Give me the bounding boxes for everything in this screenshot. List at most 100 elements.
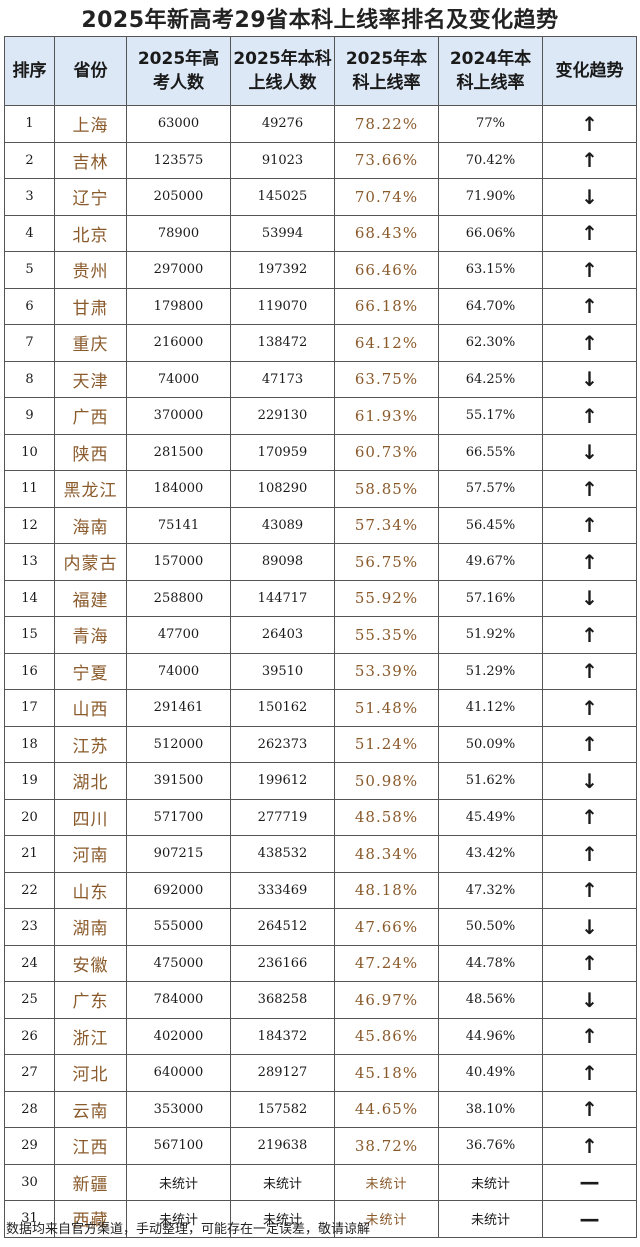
cell-rank: 13 xyxy=(4,543,55,581)
cell-admitted: 438532 xyxy=(230,835,335,873)
cell-rate-2024: 57.16% xyxy=(438,579,543,617)
cell-rate-2024: 38.10% xyxy=(438,1090,543,1128)
cell-trend: ↓ xyxy=(542,762,637,800)
header-examinees-line2: 考人数 xyxy=(153,73,204,93)
cell-rate-2025: 55.35% xyxy=(334,616,439,654)
cell-rate-2024: 71.90% xyxy=(438,178,543,216)
cell-rate-2024: 64.70% xyxy=(438,287,543,325)
table-row: 17 山西 291461 150162 51.48% 41.12% ↑ xyxy=(4,689,637,727)
table-row: 14 福建 258800 144717 55.92% 57.16% ↓ xyxy=(4,579,637,617)
cell-rank: 2 xyxy=(4,141,55,179)
cell-examinees: 555000 xyxy=(126,908,231,946)
cell-province: 安徽 xyxy=(54,944,127,982)
cell-rate-2025: 47.66% xyxy=(334,908,439,946)
cell-province: 西藏 xyxy=(54,1200,127,1238)
cell-admitted: 262373 xyxy=(230,725,335,763)
cell-province: 山西 xyxy=(54,689,127,727)
cell-rank: 16 xyxy=(4,652,55,690)
cell-trend: ↑ xyxy=(542,287,637,325)
table-row: 22 山东 692000 333469 48.18% 47.32% ↑ xyxy=(4,871,637,909)
cell-examinees: 512000 xyxy=(126,725,231,763)
cell-admitted: 26403 xyxy=(230,616,335,654)
cell-rank: 10 xyxy=(4,433,55,471)
cell-province: 江西 xyxy=(54,1127,127,1165)
cell-province: 新疆 xyxy=(54,1163,127,1201)
cell-rate-2024: 64.25% xyxy=(438,360,543,398)
cell-rate-2024: 48.56% xyxy=(438,981,543,1019)
table-row: 2 吉林 123575 91023 73.66% 70.42% ↑ xyxy=(4,141,637,179)
cell-rate-2025: 58.85% xyxy=(334,470,439,508)
cell-rate-2024: 未统计 xyxy=(438,1200,543,1238)
cell-trend: ↑ xyxy=(542,251,637,289)
ranking-table: 排序 省份 2025年高 考人数 2025年本科 上线人数 2025年本 科上线… xyxy=(4,36,637,1238)
cell-rate-2024: 57.57% xyxy=(438,470,543,508)
header-province: 省份 xyxy=(54,36,127,106)
cell-trend: ↑ xyxy=(542,798,637,836)
cell-admitted: 197392 xyxy=(230,251,335,289)
cell-rate-2024: 43.42% xyxy=(438,835,543,873)
cell-rate-2024: 70.42% xyxy=(438,141,543,179)
cell-admitted: 184372 xyxy=(230,1017,335,1055)
cell-rate-2025: 45.18% xyxy=(334,1054,439,1092)
cell-examinees: 216000 xyxy=(126,324,231,362)
table-row: 11 黑龙江 184000 108290 58.85% 57.57% ↑ xyxy=(4,470,637,508)
cell-province: 甘肃 xyxy=(54,287,127,325)
table-row: 26 浙江 402000 184372 45.86% 44.96% ↑ xyxy=(4,1017,637,1055)
cell-trend: ↑ xyxy=(542,105,637,143)
table-row: 1 上海 63000 49276 78.22% 77% ↑ xyxy=(4,105,637,143)
header-rank: 排序 xyxy=(4,36,55,106)
cell-rate-2024: 49.67% xyxy=(438,543,543,581)
cell-rate-2025: 61.93% xyxy=(334,397,439,435)
cell-province: 贵州 xyxy=(54,251,127,289)
header-admitted-line1: 2025年本科 xyxy=(233,49,332,69)
cell-rate-2025: 66.18% xyxy=(334,287,439,325)
cell-rate-2025: 48.58% xyxy=(334,798,439,836)
cell-examinees: 78900 xyxy=(126,214,231,252)
cell-rank: 14 xyxy=(4,579,55,617)
cell-trend: ↓ xyxy=(542,433,637,471)
cell-trend: ↑ xyxy=(542,725,637,763)
cell-province: 湖南 xyxy=(54,908,127,946)
cell-trend: ↑ xyxy=(542,871,637,909)
table-row: 6 甘肃 179800 119070 66.18% 64.70% ↑ xyxy=(4,287,637,325)
cell-rank: 22 xyxy=(4,871,55,909)
cell-admitted: 264512 xyxy=(230,908,335,946)
cell-admitted: 333469 xyxy=(230,871,335,909)
cell-examinees: 74000 xyxy=(126,360,231,398)
cell-province: 福建 xyxy=(54,579,127,617)
header-rate-2025-line1: 2025年本 xyxy=(345,49,428,69)
table-row: 20 四川 571700 277719 48.58% 45.49% ↑ xyxy=(4,798,637,836)
cell-rank: 12 xyxy=(4,506,55,544)
cell-rate-2024: 50.50% xyxy=(438,908,543,946)
cell-province: 云南 xyxy=(54,1090,127,1128)
cell-trend: ↑ xyxy=(542,944,637,982)
cell-province: 海南 xyxy=(54,506,127,544)
cell-examinees: 475000 xyxy=(126,944,231,982)
cell-trend: ↑ xyxy=(542,1090,637,1128)
header-examinees: 2025年高 考人数 xyxy=(126,36,231,106)
cell-admitted: 229130 xyxy=(230,397,335,435)
cell-rate-2025: 38.72% xyxy=(334,1127,439,1165)
cell-province: 广西 xyxy=(54,397,127,435)
cell-rank: 28 xyxy=(4,1090,55,1128)
cell-examinees: 297000 xyxy=(126,251,231,289)
header-admitted: 2025年本科 上线人数 xyxy=(230,36,335,106)
cell-rate-2024: 66.06% xyxy=(438,214,543,252)
cell-rate-2024: 63.15% xyxy=(438,251,543,289)
cell-rate-2024: 44.78% xyxy=(438,944,543,982)
table-body: 1 上海 63000 49276 78.22% 77% ↑ 2 吉林 123575 91023 73.… xyxy=(4,105,637,1238)
cell-rate-2024: 66.55% xyxy=(438,433,543,471)
cell-rate-2025: 66.46% xyxy=(334,251,439,289)
cell-admitted: 49276 xyxy=(230,105,335,143)
cell-province: 上海 xyxy=(54,105,127,143)
cell-rate-2024: 47.32% xyxy=(438,871,543,909)
cell-admitted: 157582 xyxy=(230,1090,335,1128)
cell-examinees: 75141 xyxy=(126,506,231,544)
cell-rank: 27 xyxy=(4,1054,55,1092)
cell-admitted: 144717 xyxy=(230,579,335,617)
table-row: 15 青海 47700 26403 55.35% 51.92% ↑ xyxy=(4,616,637,654)
table-row: 18 江苏 512000 262373 51.24% 50.09% ↑ xyxy=(4,725,637,763)
footnote: 数据均来自官方渠道，手动整理，可能存在一定误差，敬请谅解 xyxy=(6,1222,371,1237)
table-row: 16 宁夏 74000 39510 53.39% 51.29% ↑ xyxy=(4,652,637,690)
table-row: 13 内蒙古 157000 89098 56.75% 49.67% ↑ xyxy=(4,543,637,581)
